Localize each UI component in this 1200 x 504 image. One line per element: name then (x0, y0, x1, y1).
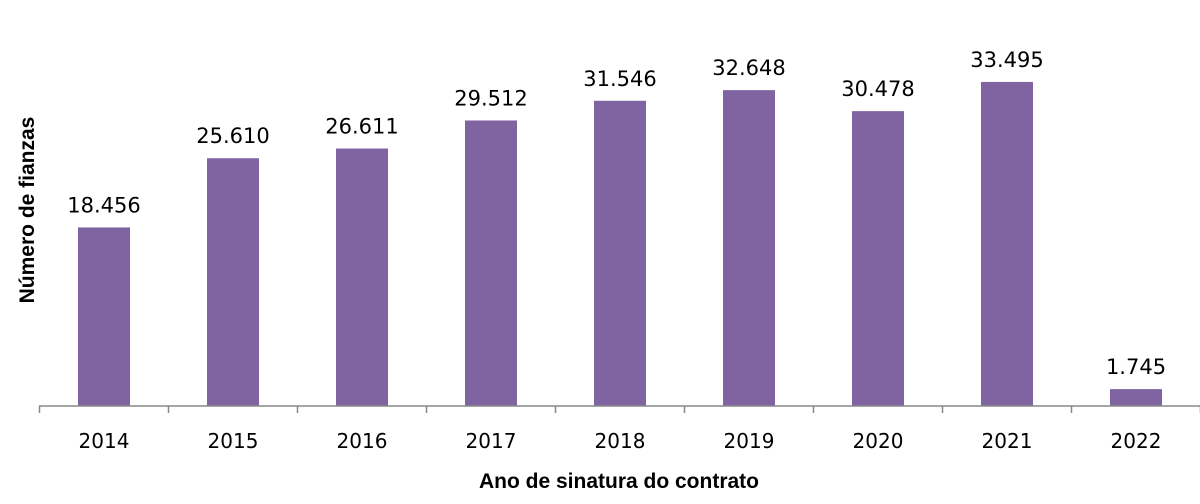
data-label: 32.648 (712, 56, 785, 80)
bar-2019 (723, 90, 775, 406)
x-tick-label: 2022 (1111, 429, 1162, 453)
bar-2016 (336, 148, 388, 406)
x-axis-title: Ano de sinatura do contrato (479, 470, 759, 493)
bar-2020 (852, 111, 904, 406)
data-label: 26.611 (325, 115, 398, 139)
bar-2021 (981, 81, 1033, 406)
data-label: 33.495 (970, 48, 1043, 72)
x-tick-label: 2017 (466, 429, 517, 453)
x-tick-label: 2014 (79, 429, 130, 453)
data-label: 29.512 (454, 86, 527, 110)
data-label: 30.478 (841, 77, 914, 101)
x-tick-label: 2020 (853, 429, 904, 453)
x-tick-label: 2018 (595, 429, 646, 453)
bar-2018 (594, 100, 646, 406)
bar-2014 (78, 227, 130, 406)
x-tick-label: 2019 (724, 429, 775, 453)
x-tick-label: 2021 (982, 429, 1033, 453)
data-label: 25.610 (196, 124, 269, 148)
y-axis-title: Número de fianzas (16, 117, 39, 304)
bar-2022 (1110, 389, 1162, 406)
data-label: 31.546 (583, 67, 656, 91)
bar-2017 (465, 120, 517, 406)
x-tick-label: 2016 (337, 429, 388, 453)
x-tick-label: 2015 (208, 429, 259, 453)
data-label: 1.745 (1106, 355, 1166, 379)
data-label: 18.456 (67, 193, 140, 217)
bar-2015 (207, 158, 259, 406)
